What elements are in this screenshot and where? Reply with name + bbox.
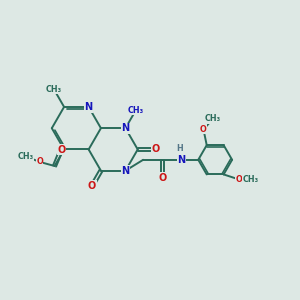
- Text: CH₃: CH₃: [18, 152, 34, 161]
- Text: N: N: [177, 155, 185, 165]
- Text: CH₃: CH₃: [128, 106, 144, 115]
- Text: N: N: [122, 123, 130, 133]
- Text: H: H: [177, 144, 183, 153]
- Text: O: O: [235, 175, 242, 184]
- Text: CH₃: CH₃: [243, 175, 259, 184]
- Text: O: O: [36, 158, 43, 166]
- Text: O: O: [200, 125, 207, 134]
- Text: O: O: [88, 181, 96, 191]
- Text: O: O: [57, 145, 65, 154]
- Text: CH₃: CH₃: [205, 115, 221, 124]
- Text: CH₃: CH₃: [46, 85, 62, 94]
- Text: N: N: [85, 102, 93, 112]
- Text: O: O: [158, 172, 166, 182]
- Text: N: N: [122, 166, 130, 176]
- Text: O: O: [151, 144, 160, 154]
